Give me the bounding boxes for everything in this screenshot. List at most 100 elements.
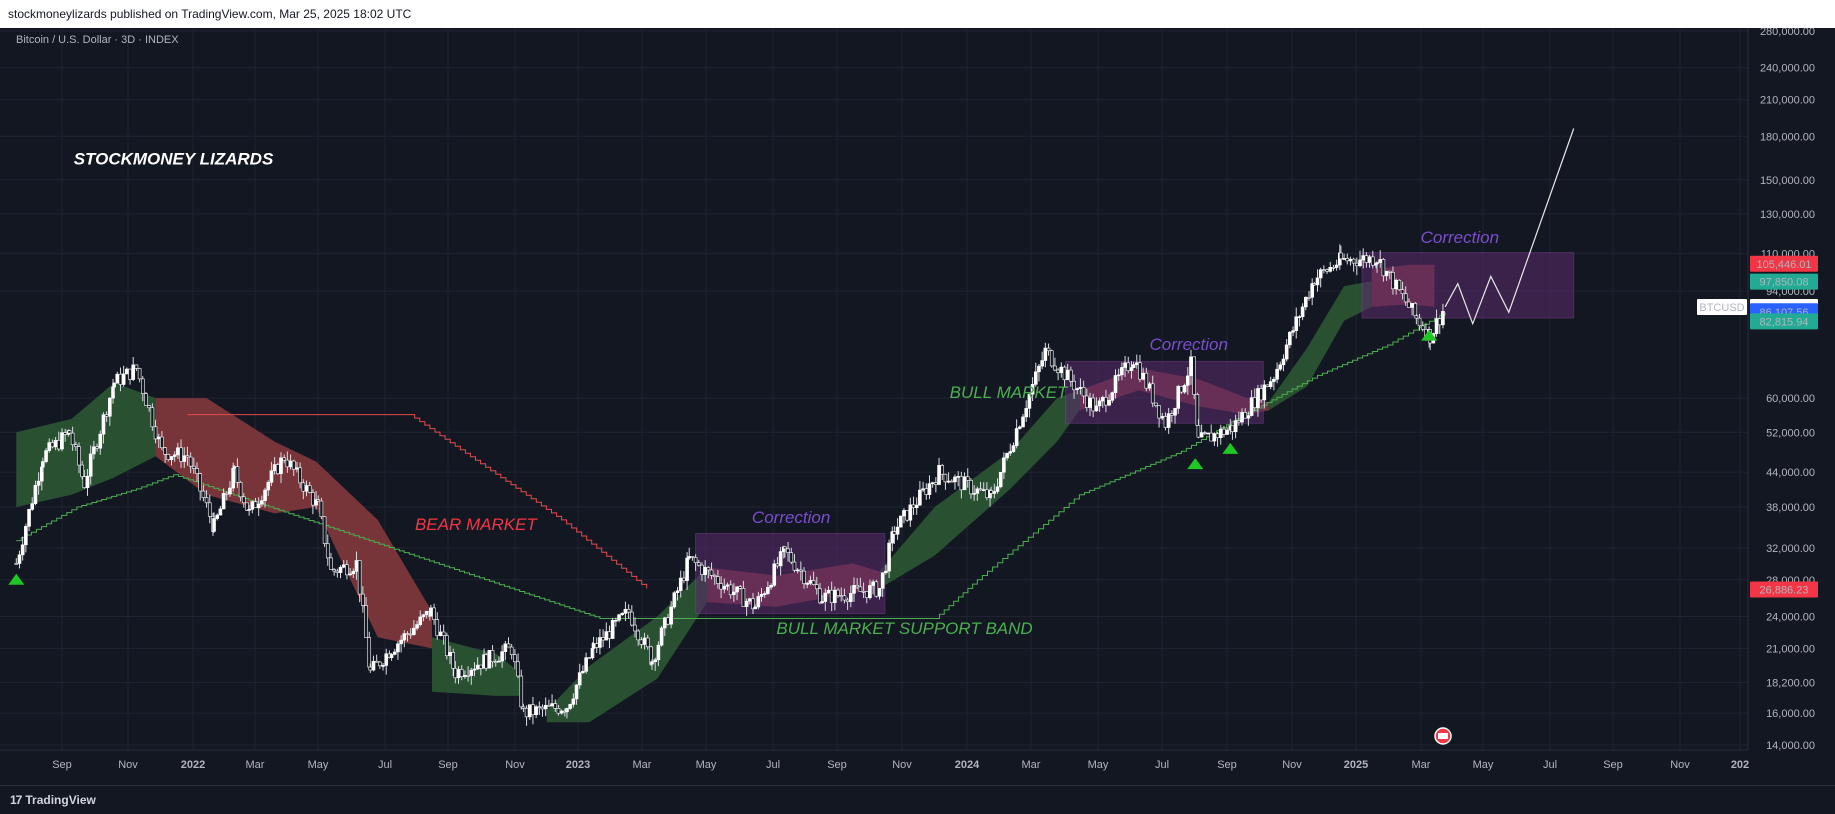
candle-body [77, 446, 81, 466]
candle [1294, 307, 1299, 339]
candle [898, 515, 903, 528]
candle-body [792, 561, 797, 571]
candle-body [577, 672, 582, 686]
annotation-5: Correction [1150, 335, 1228, 354]
candle [1040, 351, 1044, 370]
candle-body [1144, 372, 1149, 389]
candle-body [402, 633, 407, 641]
candle-body [182, 455, 187, 462]
candle-body [1113, 375, 1118, 393]
candle [108, 397, 112, 426]
candle-body [1300, 306, 1305, 317]
candle-body [445, 635, 449, 657]
candle-body [842, 595, 847, 601]
candle [247, 505, 251, 516]
x-tick-label: Nov [892, 759, 912, 771]
candle-body [1334, 264, 1339, 268]
candle-body [762, 593, 767, 595]
candle-body [432, 607, 436, 620]
candle-body [581, 671, 585, 673]
candle-body [338, 566, 343, 573]
candle [953, 474, 957, 490]
candle-body [826, 589, 831, 594]
candle [519, 669, 524, 710]
candle [1375, 261, 1379, 273]
price-chart[interactable]: Bitcoin / U.S. Dollar · 3D · INDEX STOCKM… [0, 28, 1835, 785]
tradingview-logo[interactable]: 17 TradingView [10, 786, 96, 814]
x-tick-label: Nov [1282, 759, 1302, 771]
x-tick-label: Mar [246, 759, 265, 771]
candle-body [207, 502, 212, 517]
candle [17, 550, 22, 569]
candle-body [1237, 420, 1241, 423]
candle [192, 457, 196, 474]
candle-body [228, 487, 232, 495]
candle [1414, 314, 1419, 325]
candle-body [962, 476, 967, 491]
candle-body [364, 605, 368, 638]
candle-body [1134, 362, 1139, 365]
candle-body [128, 368, 132, 380]
candle-body [709, 569, 714, 576]
candle [85, 469, 90, 496]
candle [14, 558, 19, 565]
candle [703, 560, 707, 582]
candle [778, 547, 783, 576]
candle [751, 592, 755, 615]
candle [384, 648, 389, 675]
candle [908, 497, 913, 527]
candle-body [1278, 364, 1283, 370]
candle [348, 567, 352, 576]
candle-body [459, 669, 464, 677]
candle-body [456, 669, 461, 679]
candle [1209, 424, 1213, 442]
candle [415, 620, 419, 631]
candle [1091, 393, 1095, 418]
candle-body [1097, 400, 1102, 407]
candle [241, 492, 246, 508]
y-tick-label: 280,000.00 [1760, 28, 1815, 38]
candle-body [1414, 315, 1419, 319]
candle-body [617, 614, 621, 621]
candle-body [1037, 365, 1041, 373]
candle-body [829, 589, 834, 603]
candle-body [921, 488, 925, 491]
candle [1334, 259, 1339, 271]
candle-body [316, 499, 321, 502]
candle [137, 367, 142, 383]
candle-body [389, 654, 394, 658]
candle [80, 460, 84, 480]
candle [587, 657, 592, 660]
candle-body [874, 581, 879, 597]
candle [1345, 253, 1350, 265]
candle-body [1192, 356, 1196, 395]
tradingview-logo-icon: 17 [10, 793, 22, 807]
candle-body [453, 668, 458, 679]
candle [438, 624, 443, 637]
y-tick-label: 32,000.00 [1766, 543, 1815, 555]
candle [250, 500, 255, 514]
candle [169, 456, 174, 466]
candle [911, 496, 916, 515]
correction-box-0 [695, 533, 886, 615]
candle-body [666, 617, 670, 625]
candle-body [738, 586, 743, 589]
candle-body [1173, 408, 1177, 416]
candle-body [814, 584, 819, 590]
candle [60, 428, 64, 452]
candle [92, 440, 96, 460]
candle-body [374, 660, 379, 663]
candle [332, 568, 336, 576]
candle [868, 579, 872, 600]
candle [738, 585, 743, 590]
candle-body [675, 590, 680, 594]
candle-body [238, 482, 243, 498]
candle [1120, 362, 1124, 381]
candle-body [981, 489, 986, 491]
candle [1046, 343, 1051, 356]
candle-body [1339, 252, 1343, 260]
candle [215, 513, 220, 521]
candle-body [247, 509, 251, 511]
candle [472, 662, 477, 677]
candle-body [594, 643, 599, 648]
